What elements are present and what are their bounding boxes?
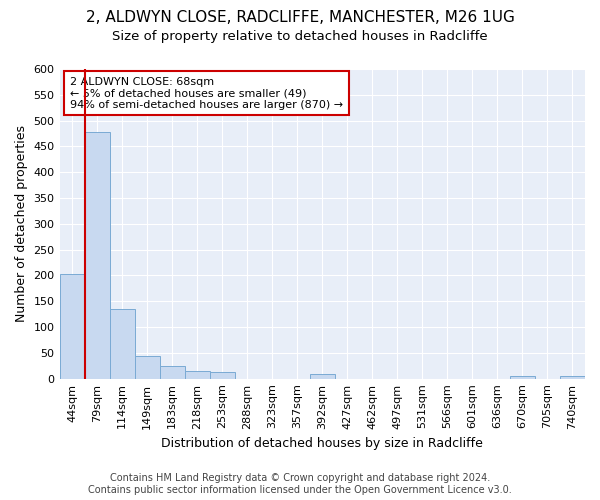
Bar [185, 371, 209, 378]
Text: Contains HM Land Registry data © Crown copyright and database right 2024.
Contai: Contains HM Land Registry data © Crown c… [88, 474, 512, 495]
Text: 2 ALDWYN CLOSE: 68sqm
← 5% of detached houses are smaller (49)
94% of semi-detac: 2 ALDWYN CLOSE: 68sqm ← 5% of detached h… [70, 76, 343, 110]
Bar [310, 374, 335, 378]
Text: 2, ALDWYN CLOSE, RADCLIFFE, MANCHESTER, M26 1UG: 2, ALDWYN CLOSE, RADCLIFFE, MANCHESTER, … [86, 10, 514, 25]
Y-axis label: Number of detached properties: Number of detached properties [15, 126, 28, 322]
Bar [209, 372, 235, 378]
Text: Size of property relative to detached houses in Radcliffe: Size of property relative to detached ho… [112, 30, 488, 43]
X-axis label: Distribution of detached houses by size in Radcliffe: Distribution of detached houses by size … [161, 437, 483, 450]
Bar [160, 366, 185, 378]
Bar [59, 274, 85, 378]
Bar [134, 356, 160, 378]
Bar [85, 132, 110, 378]
Bar [510, 376, 535, 378]
Bar [560, 376, 585, 378]
Bar [110, 309, 134, 378]
